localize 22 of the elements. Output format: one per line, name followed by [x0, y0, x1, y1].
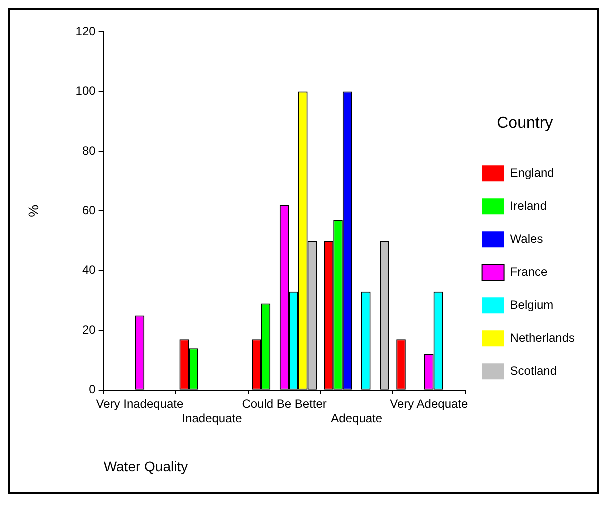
- x-tick-label: Very Adequate: [390, 396, 468, 411]
- y-tick-label: 100: [76, 84, 96, 98]
- legend-title: Country: [497, 114, 554, 132]
- legend-label: Belgium: [510, 298, 554, 312]
- y-tick-label: 80: [82, 144, 96, 158]
- legend-label: England: [510, 166, 554, 180]
- legend-label: France: [510, 264, 548, 279]
- legend-label: Ireland: [510, 198, 547, 213]
- y-axis-title: %: [25, 204, 42, 218]
- x-tick-label: Inadequate: [182, 411, 243, 426]
- legend-label: Wales: [510, 232, 544, 246]
- x-axis-title: Water Quality: [104, 458, 188, 474]
- y-tick-label: 40: [82, 263, 96, 278]
- y-tick-label: 20: [82, 322, 96, 337]
- legend-label: Netherlands: [510, 330, 576, 345]
- y-tick-label: 120: [76, 24, 96, 38]
- x-tick-label: Very Inadequate: [96, 396, 184, 411]
- x-tick-label: Could Be Better: [242, 396, 327, 411]
- legend-label: Scotland: [510, 364, 557, 378]
- x-tick-label: Adequate: [331, 411, 383, 426]
- y-tick-label: 0: [89, 382, 96, 397]
- y-tick-label: 60: [82, 204, 96, 218]
